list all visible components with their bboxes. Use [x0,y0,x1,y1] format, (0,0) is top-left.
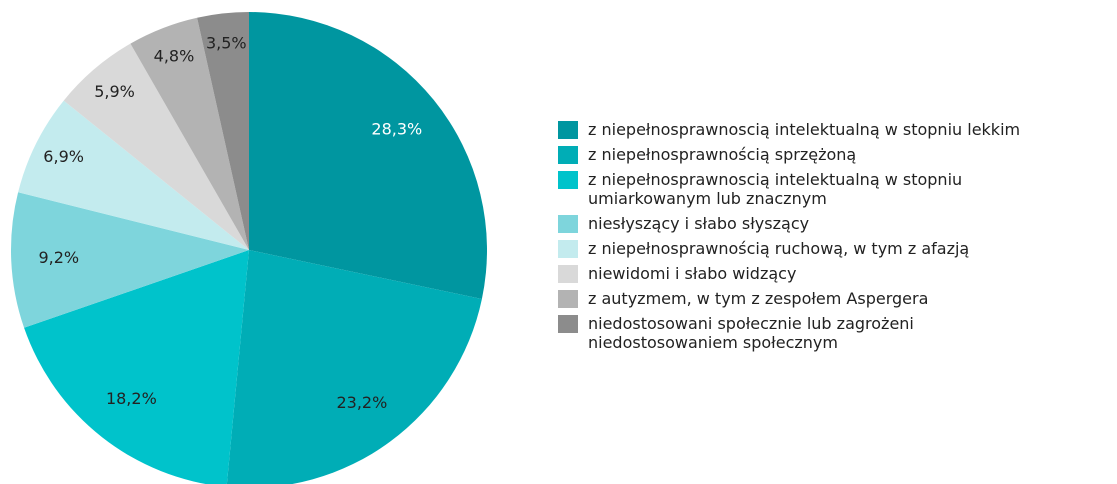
legend-item: z niepełnosprawnoscią intelektualną w st… [558,170,1020,208]
legend-label: z niepełnosprawnoscią intelektualną w st… [588,170,963,208]
legend-swatch [558,315,578,333]
legend-label: z niepełnosprawnoscią intelektualną w st… [588,120,1021,139]
legend-swatch [558,146,578,164]
data-label: 5,9% [94,82,135,101]
chart: 28,3% 23,2% 18,2% 9,2% 6,9% 5,9% 4,8% 3,5% [11,12,487,484]
legend-label: z niepełnosprawnością ruchową, w tym z a… [588,239,970,258]
legend-swatch [558,290,578,308]
legend-swatch [558,240,578,258]
pie-slice [63,43,250,250]
legend-label: z niepełnosprawnością sprzężoną [588,145,857,164]
legend-swatch [558,265,578,283]
pie-slice [24,250,249,484]
legend-item: z niepełnosprawnością ruchową, w tym z a… [558,239,1020,258]
legend-swatch [558,121,578,139]
pie-slice [18,100,250,250]
legend-item: z niepełnosprawnoscią intelektualną w st… [558,120,1020,139]
legend-swatch [558,171,578,189]
data-label: 18,2% [106,389,157,408]
legend-label: niedostosowani społecznie lub zagrożeni … [588,314,914,352]
pie-slice [197,12,249,250]
legend-item: z autyzmem, w tym z zespołem Aspergera [558,289,1020,308]
data-label: 3,5% [206,34,247,53]
data-label: 4,8% [154,47,195,66]
pie-slice [11,192,250,328]
data-label: 23,2% [336,393,387,412]
pie-slice [130,17,249,250]
legend-label: z autyzmem, w tym z zespołem Aspergera [588,289,929,308]
legend-item: z niepełnosprawnością sprzężoną [558,145,1020,164]
legend-label: niesłyszący i słabo słyszący [588,214,810,233]
legend: z niepełnosprawnoscią intelektualną w st… [558,120,1020,358]
legend-item: niedostosowani społecznie lub zagrożeni … [558,314,1020,352]
pie-slice [249,12,487,299]
legend-swatch [558,215,578,233]
legend-item: niesłyszący i słabo słyszący [558,214,1020,233]
legend-item: niewidomi i słabo widzący [558,264,1020,283]
data-label: 28,3% [371,120,422,139]
data-label: 6,9% [43,147,84,166]
legend-label: niewidomi i słabo widzący [588,264,797,283]
data-label: 9,2% [38,248,79,267]
pie-slice [226,250,482,484]
